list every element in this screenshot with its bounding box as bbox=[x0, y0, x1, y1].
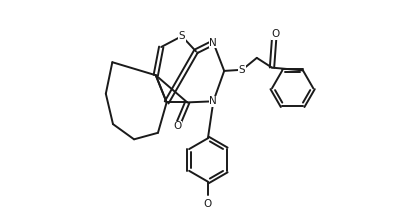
Text: O: O bbox=[271, 29, 279, 39]
Text: O: O bbox=[173, 121, 182, 131]
Text: N: N bbox=[209, 96, 217, 106]
Text: S: S bbox=[238, 65, 245, 75]
Text: O: O bbox=[204, 199, 212, 209]
Text: N: N bbox=[209, 38, 217, 48]
Text: S: S bbox=[178, 31, 185, 41]
